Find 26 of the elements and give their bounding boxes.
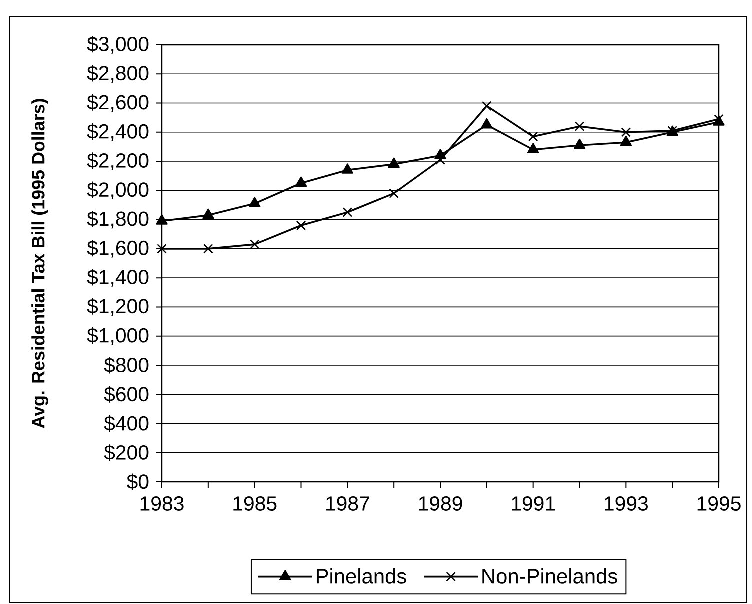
y-tick-label: $1,000 (87, 327, 149, 346)
y-tick-label: $600 (104, 386, 149, 403)
x-tick-label: 1987 (326, 496, 370, 511)
y-tick-label: $3,000 (87, 36, 149, 54)
legend-label: Pinelands (316, 568, 406, 584)
x-tick-label: 1991 (512, 496, 556, 511)
y-tick-label: $2,600 (87, 94, 149, 112)
y-tick-label: $1,800 (87, 210, 149, 229)
x-tick-label: 1985 (234, 496, 277, 511)
x-tick-label: 1995 (698, 496, 741, 511)
y-tick-label: $400 (104, 415, 149, 432)
x-tick-label: 1993 (605, 496, 648, 511)
y-tick-label: $1,400 (87, 269, 149, 287)
y-tick-label: $1,200 (87, 298, 149, 316)
y-tick-label: $2,200 (87, 152, 149, 170)
y-tick-label: $0 (127, 474, 149, 490)
y-axis-title: Avg. Residential Tax Bill (1995 Dollars) (32, 99, 48, 428)
x-tick-label: 1989 (419, 496, 462, 511)
legend-label: Non-Pinelands (482, 568, 618, 584)
y-tick-label: $2,400 (87, 124, 149, 142)
y-tick-label: $800 (104, 357, 149, 374)
x-tick-label: 1983 (140, 496, 184, 511)
y-tick-label: $200 (104, 444, 149, 462)
y-tick-label: $2,800 (87, 65, 149, 83)
y-tick-label: $1,600 (87, 240, 149, 258)
y-tick-label: $2,000 (87, 182, 149, 200)
